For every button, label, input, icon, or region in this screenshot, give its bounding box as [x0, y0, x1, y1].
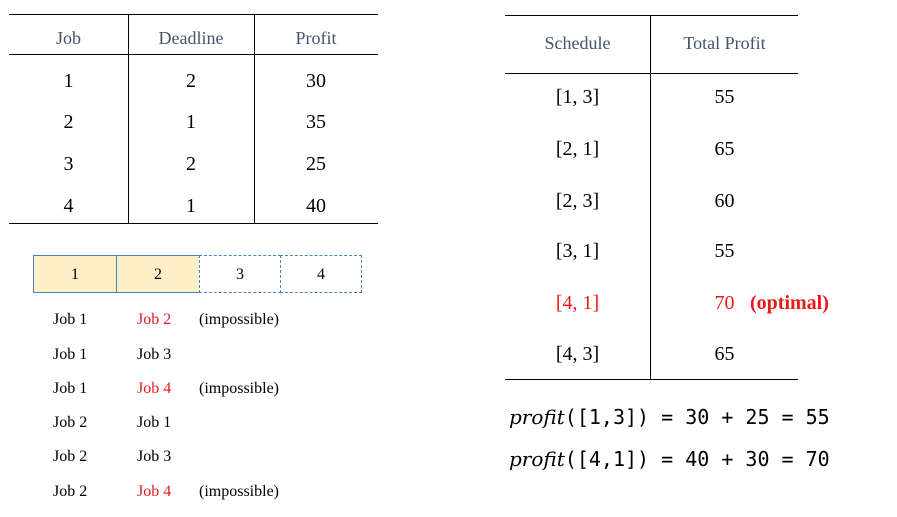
jobs-cell: 4 — [63, 195, 74, 217]
formula-function-name: profit — [509, 447, 565, 471]
combination-note: (impossible) — [199, 311, 279, 328]
slot-box: 1 — [33, 255, 117, 293]
total-profit-cell: 65 — [714, 343, 735, 365]
combination-first-job: Job 2 — [53, 414, 88, 431]
jobs-cell: 35 — [306, 111, 326, 133]
jobs-cell: 40 — [306, 195, 326, 217]
combination-second-job: Job 4 — [137, 483, 172, 500]
total-profit-cell: 55 — [714, 86, 735, 108]
total-profit-cell: 60 — [714, 190, 735, 212]
jobs-table-header — [9, 15, 378, 55]
combination-second-job: Job 3 — [137, 346, 172, 363]
jobs-table-divider — [254, 15, 255, 223]
jobs-header-profit: Profit — [295, 28, 337, 48]
total-profit-cell: 70 — [714, 292, 735, 314]
jobs-table: Job Deadline Profit 1 2 30 2 1 35 3 2 25 4 1 40 — [9, 14, 378, 224]
formula-function-name: profit — [509, 405, 565, 429]
schedule-cell: [2, 3] — [555, 190, 600, 212]
combination-second-job: Job 4 — [137, 380, 172, 397]
schedule-cell: [3, 1] — [555, 240, 600, 262]
jobs-cell: 1 — [186, 111, 196, 133]
combination-first-job: Job 2 — [53, 448, 88, 465]
schedule-cell: [2, 1] — [555, 138, 600, 160]
slot-box: 3 — [199, 255, 281, 293]
jobs-header-job: Job — [55, 28, 81, 48]
total-profit-cell: 65 — [714, 138, 735, 160]
combination-note: (impossible) — [199, 380, 279, 397]
schedule-cell: [4, 3] — [555, 343, 600, 365]
jobs-cell: 2 — [186, 153, 196, 175]
profit-formula: profit([4,1]) = 40 + 30 = 70 — [509, 447, 830, 471]
combination-second-job: Job 1 — [137, 414, 172, 431]
jobs-header-deadline: Deadline — [158, 28, 224, 48]
slot-box: 2 — [116, 255, 200, 293]
jobs-cell: 30 — [306, 70, 326, 92]
schedule-header-schedule: Schedule — [544, 33, 611, 53]
combination-first-job: Job 1 — [53, 311, 88, 328]
schedule-header-total-profit: Total Profit — [683, 33, 766, 53]
jobs-table-divider — [128, 15, 129, 223]
jobs-cell: 2 — [186, 70, 196, 92]
total-profit-cell: 55 — [714, 240, 735, 262]
combination-note: (impossible) — [199, 483, 279, 500]
slot-box: 4 — [280, 255, 362, 293]
schedule-table-header — [505, 16, 798, 74]
formula-expression: ([1,3]) = 30 + 25 = 55 — [564, 405, 830, 429]
jobs-cell: 3 — [63, 153, 74, 175]
schedule-cell: [1, 3] — [555, 86, 600, 108]
combination-first-job: Job 1 — [53, 380, 88, 397]
jobs-cell: 25 — [306, 153, 326, 175]
schedule-table: Schedule Total Profit [1, 3] 55 [2, 1] 65 [2… — [505, 15, 829, 380]
jobs-cell: 1 — [186, 195, 196, 217]
combination-first-job: Job 2 — [53, 483, 88, 500]
combination-second-job: Job 2 — [137, 311, 172, 328]
combination-second-job: Job 3 — [137, 448, 172, 465]
schedule-table-divider — [650, 16, 651, 379]
combination-first-job: Job 1 — [53, 346, 88, 363]
jobs-cell: 2 — [63, 111, 74, 133]
optimal-label: (optimal) — [750, 292, 829, 314]
schedule-cell: [4, 1] — [555, 292, 600, 314]
formula-expression: ([4,1]) = 40 + 30 = 70 — [564, 447, 830, 471]
profit-formula: profit([1,3]) = 30 + 25 = 55 — [509, 405, 830, 429]
jobs-cell: 1 — [63, 70, 74, 92]
